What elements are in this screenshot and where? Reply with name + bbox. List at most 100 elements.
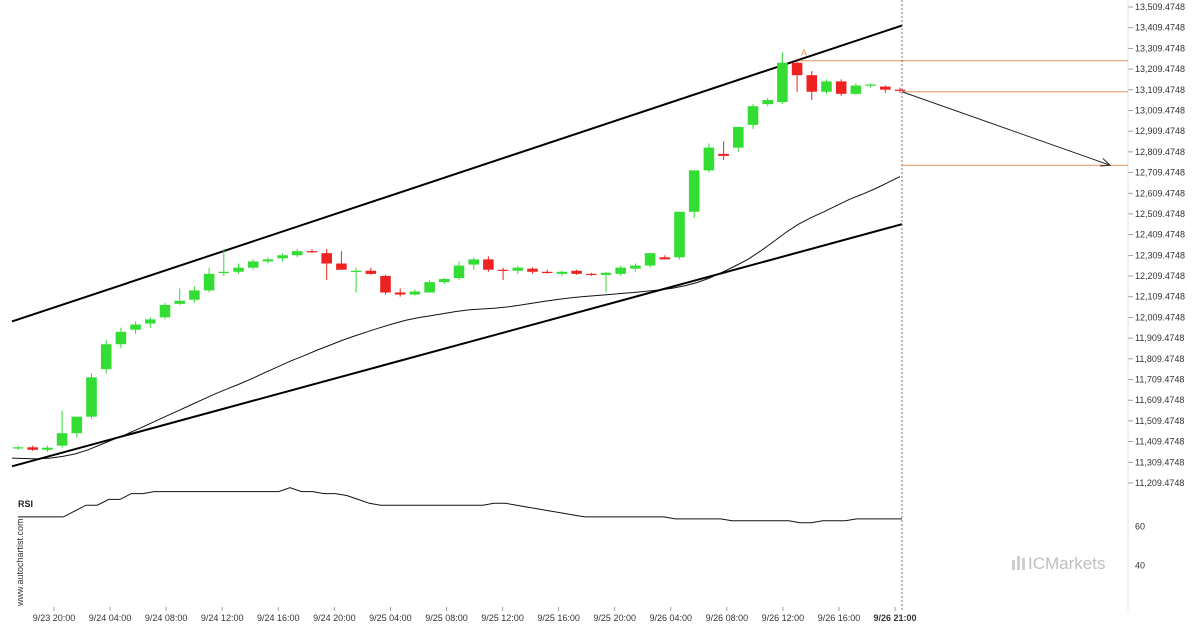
candles [12,52,906,452]
side-watermark: www.autochartist.com [15,518,25,607]
rsi-tick-label: 60 [1135,522,1145,532]
x-tick-label: 9/25 16:00 [537,613,580,623]
y-tick-label: 11,709.4748 [1135,375,1184,385]
x-tick-label: 9/26 04:00 [649,613,692,623]
rsi-label: RSI [18,499,33,509]
candle-body [718,153,729,156]
x-tick-label: 9/26 16:00 [818,613,861,623]
candle-body [865,84,876,86]
candle-body [497,269,509,271]
y-tick-label: 12,509.4748 [1135,209,1185,219]
y-tick-label: 12,809.4748 [1135,147,1185,157]
y-tick-label: 12,409.4748 [1135,230,1185,240]
candle-body [159,304,171,318]
candle-body [100,344,112,370]
candle-body [115,331,127,345]
candle-body [541,271,553,273]
y-tick-label: 12,909.4748 [1135,126,1185,136]
x-tick-label: 9/26 21:00 [874,613,917,623]
logo: ICMarkets [1012,554,1105,573]
candle-body [556,271,568,274]
logo-text: ICMarkets [1028,554,1105,573]
y-tick-label: 12,209.4748 [1135,271,1185,281]
candle-body [659,257,671,260]
candle-body [203,273,215,291]
y-tick-label: 11,809.4748 [1135,354,1184,364]
forecast-arrow [901,91,1112,167]
y-tick-label: 12,009.4748 [1135,312,1185,322]
candle-body [409,291,421,295]
candle-body [336,263,347,270]
candle-body [453,265,465,279]
forecast-arrow-line [901,91,1111,166]
price-levels: A [800,48,1128,166]
candle-body [703,147,715,171]
candle-body [394,292,406,295]
candle-body [321,253,332,264]
y-tick-label: 13,109.4748 [1135,85,1185,95]
candle-body [791,62,803,76]
candle-body [277,255,288,259]
x-tick-label: 9/24 20:00 [313,613,356,623]
candle-body [130,324,141,330]
candle-body [644,253,656,266]
candle-body [145,319,156,324]
x-tick-label: 9/25 04:00 [369,613,412,623]
candle-body [439,279,450,283]
candle-body [880,86,891,90]
candle-body [306,251,318,253]
x-tick-label: 9/24 08:00 [145,613,188,623]
x-axis: 9/23 20:00 9/24 04:00 9/24 08:00 9/24 12:00… [33,607,917,623]
candle-body [615,267,626,274]
candle-body [424,282,435,293]
y-tick-label: 13,509.4748 [1135,2,1185,12]
candle-body [821,81,832,92]
y-tick-label: 13,009.4748 [1135,105,1185,115]
candle-body [247,261,259,268]
candle-body [777,62,788,103]
candle-body [468,259,479,265]
candle-body [189,290,200,300]
logo-mark-icon [1012,556,1025,570]
x-tick-label: 9/24 04:00 [89,613,132,623]
y-tick-label: 13,309.4748 [1135,43,1185,53]
y-tick-label: 12,609.4748 [1135,188,1185,198]
candle-body [747,106,759,125]
candle-body [350,270,362,272]
y-axis: 13,509.4748 13,409.4748 13,309.4748 13,209.… [1127,0,1185,610]
y-tick-label: 11,309.4748 [1135,457,1184,467]
candle-body [218,271,230,273]
candle-body [688,170,700,212]
x-tick-label: 9/25 08:00 [425,613,468,623]
y-tick-label: 11,609.4748 [1135,395,1184,405]
candle-body [894,89,906,91]
candle-body [733,126,744,148]
y-tick-label: 11,209.4748 [1135,478,1184,488]
candle-body [600,272,612,275]
candle-body [292,251,303,256]
candle-body [571,270,582,274]
rsi-panel: 60 40 [18,487,1145,571]
moving-average [11,176,901,460]
candle-body [233,267,244,272]
candle-body [806,75,818,92]
y-tick-label: 13,409.4748 [1135,23,1185,33]
candle-body [174,300,185,304]
channel-upper-line [11,24,903,323]
candle-body [27,447,38,450]
candle-body [56,433,68,446]
y-tick-label: 11,909.4748 [1135,333,1184,343]
x-tick-label: 9/23 20:00 [33,613,76,623]
y-tick-label: 12,709.4748 [1135,168,1185,178]
candle-body [630,265,641,269]
level-marker-label: A [801,48,807,58]
candle-body [674,211,685,258]
y-tick-label: 13,209.4748 [1135,64,1185,74]
x-tick-label: 9/26 12:00 [762,613,805,623]
moving-average-line [11,176,901,460]
candle-body [12,447,24,449]
rsi-line [18,487,902,524]
candle-body [850,85,862,94]
y-tick-label: 11,509.4748 [1135,416,1184,426]
